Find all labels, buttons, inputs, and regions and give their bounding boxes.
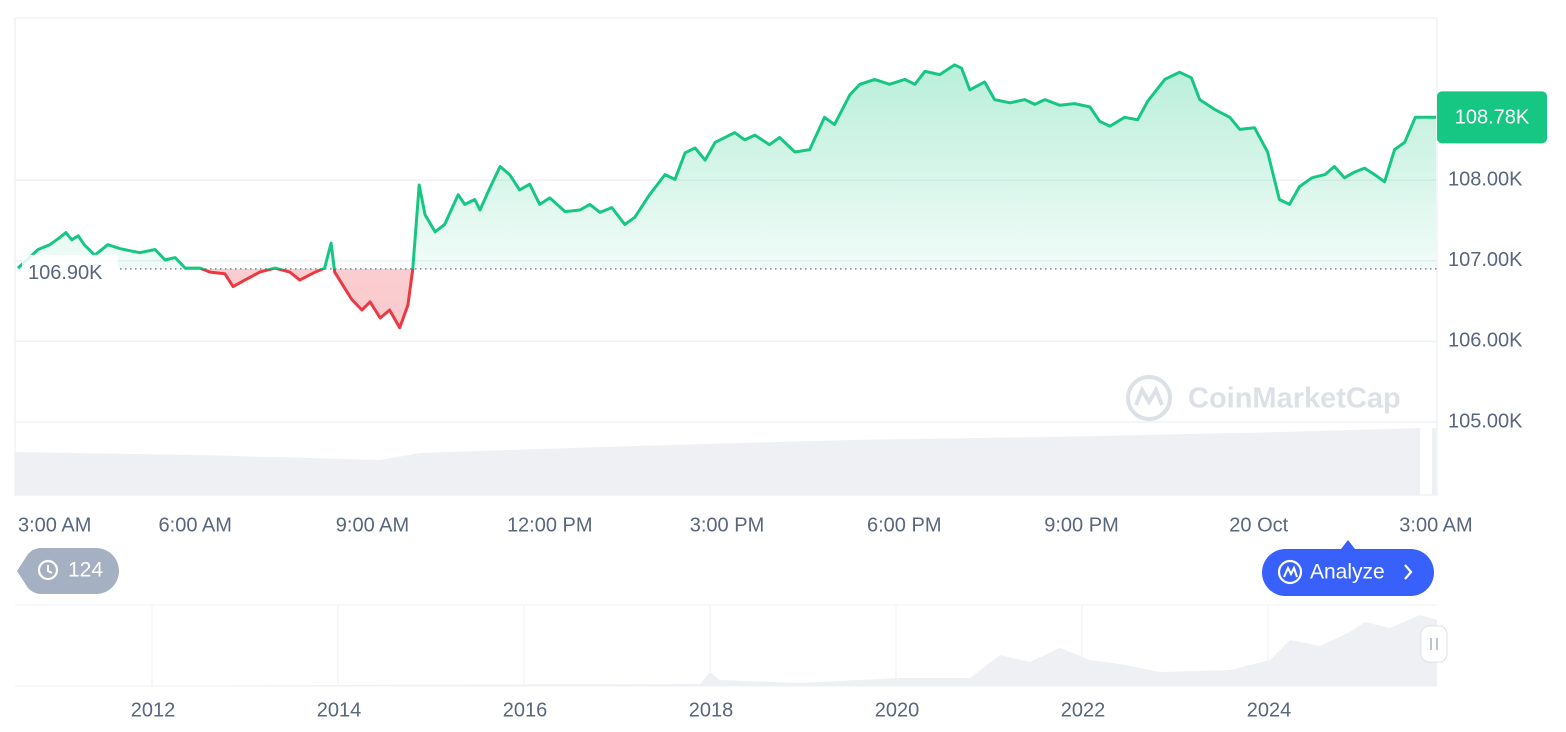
x-tick-label: 6:00 AM [159, 514, 232, 536]
x-tick-label: 12:00 PM [507, 514, 593, 536]
volume-area [15, 428, 1420, 495]
y-tick-label: 108.00K [1448, 168, 1523, 190]
button-label: Analyze [1310, 561, 1385, 584]
price-label: 108.78K [1455, 107, 1530, 129]
x-tick-label: 9:00 AM [336, 514, 409, 536]
price-line [16, 63, 1436, 330]
plot [15, 63, 1437, 423]
analyze-icon-mark [1283, 565, 1298, 578]
navigator-tick-label: 2016 [503, 699, 548, 721]
x-tick-label: 9:00 PM [1044, 514, 1118, 536]
price-label-bg [1437, 91, 1547, 144]
navigator-tick-label: 2020 [875, 699, 920, 721]
x-tick-label: 3:00 AM [18, 514, 91, 536]
navigator-tick-label: 2012 [131, 699, 176, 721]
history-badge[interactable]: 124 [17, 548, 120, 594]
badge-bg [17, 548, 120, 594]
baseline-label-bg [22, 254, 118, 281]
navigator-tick-label: 2014 [317, 699, 362, 721]
history-icon-hand [47, 565, 53, 574]
volume-bar [1432, 428, 1436, 495]
navigator-area [15, 615, 1437, 686]
y-tick-label: 107.00K [1448, 249, 1523, 271]
analyze-button[interactable]: Analyze [1262, 540, 1434, 596]
navigator-tick-label: 2024 [1247, 699, 1292, 721]
baseline-label: 106.90K [28, 262, 103, 284]
watermark-logo [1126, 375, 1172, 421]
navigator-tick-label: 2022 [1061, 699, 1106, 721]
history-icon [37, 559, 59, 581]
navigator-tick-label: 2018 [689, 699, 734, 721]
y-tick-label: 106.00K [1448, 330, 1523, 352]
x-tick-label: 3:00 AM [1399, 514, 1472, 536]
x-tick-label: 20 Oct [1229, 514, 1288, 536]
chevron [1404, 564, 1413, 580]
price-area [18, 64, 1436, 328]
x-tick-label: 6:00 PM [867, 514, 941, 536]
navigator[interactable]: 2012 2014 2016 2018 2020 2022 2024 [15, 604, 1448, 721]
navigator-handle[interactable] [1420, 625, 1448, 663]
button-bg [1262, 549, 1434, 596]
watermark: CoinMarketCap [1188, 383, 1401, 415]
y-tick-label: 105.00K [1448, 410, 1523, 432]
analyze-icon [1277, 559, 1303, 585]
history-count: 124 [68, 559, 103, 582]
button-pointer [1341, 540, 1355, 549]
x-tick-label: 3:00 PM [690, 514, 764, 536]
